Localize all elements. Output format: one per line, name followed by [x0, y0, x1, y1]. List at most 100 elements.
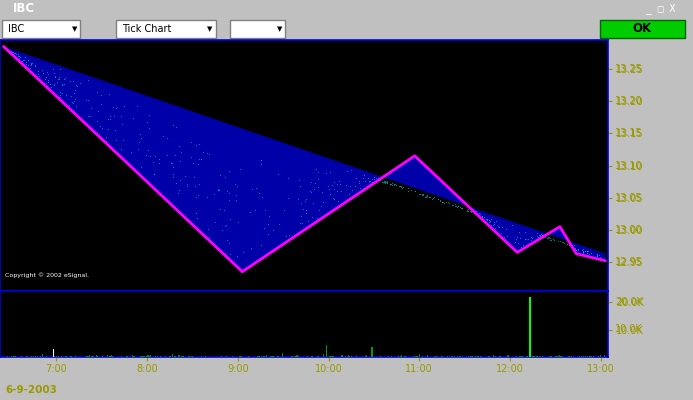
- Point: [553, 238, 564, 244]
- Point: [526, 234, 537, 241]
- Bar: [398, 356, 399, 357]
- Bar: [26, 356, 28, 357]
- Point: [380, 179, 392, 185]
- Point: [516, 244, 527, 250]
- Point: [60, 92, 71, 98]
- Point: [556, 239, 568, 246]
- Bar: [188, 356, 190, 357]
- Bar: [493, 355, 494, 357]
- Point: [466, 208, 477, 215]
- Bar: [471, 356, 473, 357]
- Point: [485, 216, 496, 222]
- Bar: [558, 356, 559, 357]
- Bar: [494, 356, 495, 357]
- Bar: [536, 356, 538, 357]
- Bar: [451, 356, 453, 357]
- Point: [462, 206, 473, 213]
- Point: [439, 200, 450, 206]
- Point: [17, 57, 28, 63]
- Point: [570, 247, 581, 253]
- Bar: [442, 356, 444, 357]
- Bar: [488, 356, 489, 357]
- Point: [217, 227, 228, 234]
- Bar: [366, 355, 367, 357]
- Bar: [56, 356, 58, 357]
- Point: [75, 80, 86, 86]
- Point: [224, 216, 235, 222]
- Point: [435, 198, 446, 204]
- Point: [116, 113, 127, 119]
- Bar: [13, 356, 14, 357]
- Point: [219, 222, 230, 229]
- Point: [544, 235, 555, 241]
- Point: [454, 204, 465, 210]
- Point: [203, 151, 214, 157]
- Point: [378, 178, 389, 185]
- Point: [126, 149, 137, 155]
- Bar: [149, 356, 150, 357]
- Point: [59, 80, 70, 87]
- Point: [397, 184, 408, 190]
- Point: [382, 179, 393, 185]
- Point: [343, 191, 354, 197]
- Point: [1, 48, 12, 54]
- Point: [194, 181, 205, 188]
- Point: [366, 176, 377, 182]
- Point: [258, 224, 269, 231]
- Point: [370, 175, 381, 181]
- Point: [110, 105, 121, 111]
- Point: [520, 236, 532, 242]
- Point: [565, 241, 576, 247]
- Bar: [310, 356, 312, 357]
- Point: [493, 224, 504, 230]
- Point: [29, 62, 40, 68]
- Point: [327, 195, 338, 201]
- Point: [232, 253, 243, 260]
- Point: [417, 192, 428, 198]
- Point: [153, 160, 164, 167]
- Point: [161, 134, 173, 141]
- Bar: [406, 356, 407, 357]
- Text: _ □ X: _ □ X: [647, 4, 676, 14]
- Point: [191, 210, 202, 216]
- Point: [543, 234, 554, 241]
- Bar: [356, 356, 357, 357]
- Point: [423, 194, 435, 201]
- Point: [421, 192, 432, 199]
- Bar: [422, 356, 423, 357]
- Bar: [569, 356, 570, 357]
- Bar: [144, 356, 146, 357]
- Bar: [102, 356, 103, 357]
- Point: [437, 199, 448, 205]
- Point: [513, 240, 524, 246]
- Point: [141, 119, 152, 126]
- Point: [395, 184, 406, 190]
- Bar: [113, 356, 114, 357]
- Bar: [182, 356, 184, 357]
- Point: [535, 231, 546, 238]
- Point: [526, 236, 537, 243]
- Bar: [188, 356, 190, 357]
- Point: [410, 188, 421, 194]
- Point: [3, 50, 15, 56]
- Point: [435, 196, 446, 203]
- Bar: [220, 356, 221, 357]
- Point: [179, 172, 190, 179]
- Point: [202, 226, 213, 232]
- Bar: [477, 356, 478, 357]
- Point: [486, 222, 497, 228]
- Bar: [600, 20, 685, 38]
- Point: [579, 248, 590, 254]
- Bar: [278, 356, 279, 357]
- Point: [353, 180, 365, 186]
- Bar: [91, 356, 92, 357]
- Bar: [133, 356, 134, 357]
- Bar: [146, 356, 147, 357]
- Point: [568, 242, 579, 248]
- Bar: [591, 356, 592, 357]
- Point: [353, 178, 365, 184]
- Point: [389, 181, 401, 187]
- Point: [168, 122, 179, 128]
- Point: [349, 183, 360, 190]
- Point: [547, 236, 559, 242]
